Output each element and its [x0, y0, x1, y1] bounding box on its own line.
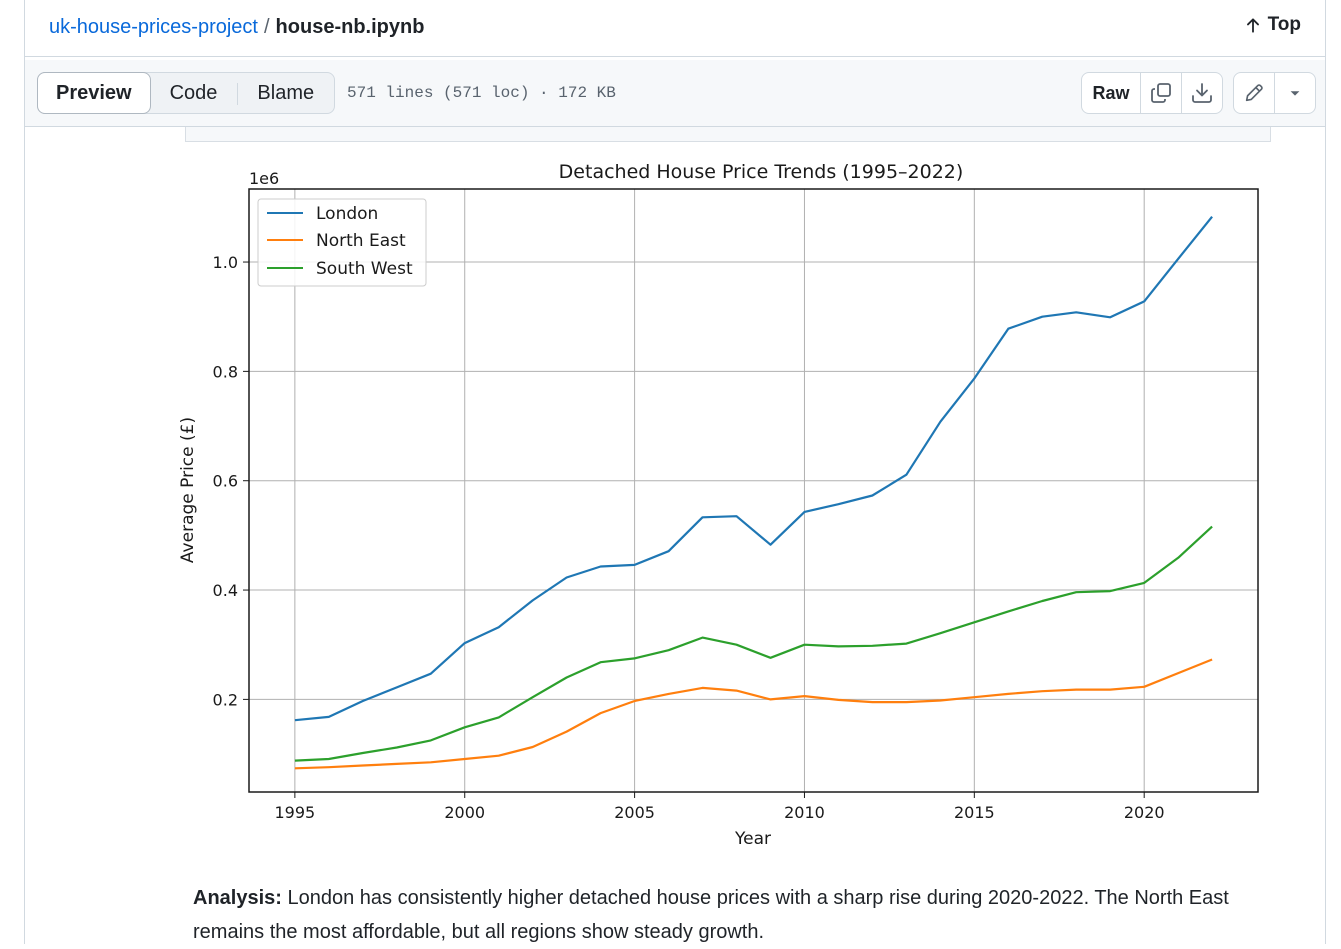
chart: Detached House Price Trends (1995–2022) … [165, 142, 1285, 872]
tab-blame[interactable]: Blame [237, 73, 334, 113]
legend-box [257, 198, 427, 287]
edit-actions [1233, 72, 1316, 114]
y-tick-label: 0.4 [213, 581, 238, 600]
legend-label-london: London [316, 204, 378, 224]
y-axis-ticks: 0.2 0.4 0.6 0.8 1.0 [213, 253, 249, 709]
y-tick-label: 1.0 [213, 253, 238, 272]
download-button[interactable] [1181, 73, 1222, 113]
y-tick-label: 0.2 [213, 690, 238, 709]
x-tick-label: 2010 [784, 803, 825, 822]
series-line-london [294, 216, 1213, 722]
y-offset-label: 1e6 [249, 169, 279, 188]
pencil-icon [1245, 84, 1263, 102]
x-tick-label: 2005 [614, 803, 655, 822]
top-label: Top [1267, 14, 1301, 35]
previous-cell-output [185, 127, 1271, 142]
series-lines [294, 216, 1213, 770]
notebook-preview: Detached House Price Trends (1995–2022) … [25, 127, 1325, 944]
breadcrumb-bar: uk-house-prices-project / house-nb.ipynb T… [25, 0, 1325, 57]
y-tick-label: 0.6 [213, 472, 238, 491]
analysis-label: Analysis: [193, 887, 282, 909]
y-axis-label: Average Price (£) [178, 417, 198, 563]
file-view: uk-house-prices-project / house-nb.ipynb T… [24, 0, 1326, 944]
breadcrumb-file-name: house-nb.ipynb [275, 16, 425, 38]
series-line-north-east [294, 658, 1213, 770]
legend-label-north-east: North East [316, 231, 406, 251]
plot-frame [248, 188, 1259, 793]
tab-code[interactable]: Code [169, 81, 218, 104]
more-edit-options-button[interactable] [1274, 73, 1315, 113]
x-tick-label: 2020 [1124, 803, 1165, 822]
breadcrumb-repo-link[interactable]: uk-house-prices-project [49, 16, 258, 38]
chart-title: Detached House Price Trends (1995–2022) [559, 161, 964, 183]
edit-button[interactable] [1234, 73, 1274, 113]
analysis-body: London has consistently higher detached … [193, 887, 1229, 943]
y-tick-label: 0.8 [213, 362, 238, 381]
raw-button[interactable]: Raw [1092, 82, 1130, 103]
arrow-up-icon [1246, 18, 1259, 33]
legend-label-south-west: South West [316, 259, 413, 279]
legend: London North East South West [257, 198, 427, 287]
x-axis-label: Year [734, 829, 771, 849]
copy-icon [1151, 83, 1171, 103]
breadcrumb: uk-house-prices-project / house-nb.ipynb [49, 14, 424, 40]
series-line-south-west [294, 525, 1213, 762]
breadcrumb-separator: / [263, 16, 270, 38]
file-toolbar: Preview Code Blame 571 lines (571 loc) ·… [25, 60, 1325, 127]
x-tick-label: 1995 [275, 803, 316, 822]
copy-button[interactable] [1140, 73, 1181, 113]
x-axis-ticks: 1995 2000 2005 2010 2015 2020 [275, 792, 1165, 822]
download-icon [1192, 83, 1212, 103]
tab-preview[interactable]: Preview [37, 72, 151, 114]
file-meta: 571 lines (571 loc) · 172 KB [347, 84, 616, 102]
view-mode-tabs: Preview Code Blame [37, 72, 336, 114]
triangle-down-icon [1290, 91, 1300, 96]
file-actions: Raw [1081, 72, 1223, 114]
top-button[interactable]: Top [1244, 14, 1301, 36]
x-tick-label: 2015 [954, 803, 995, 822]
line-chart: Detached House Price Trends (1995–2022) … [178, 161, 1259, 849]
analysis-text: Analysis: London has consistently higher… [193, 881, 1253, 949]
x-tick-label: 2000 [444, 803, 485, 822]
